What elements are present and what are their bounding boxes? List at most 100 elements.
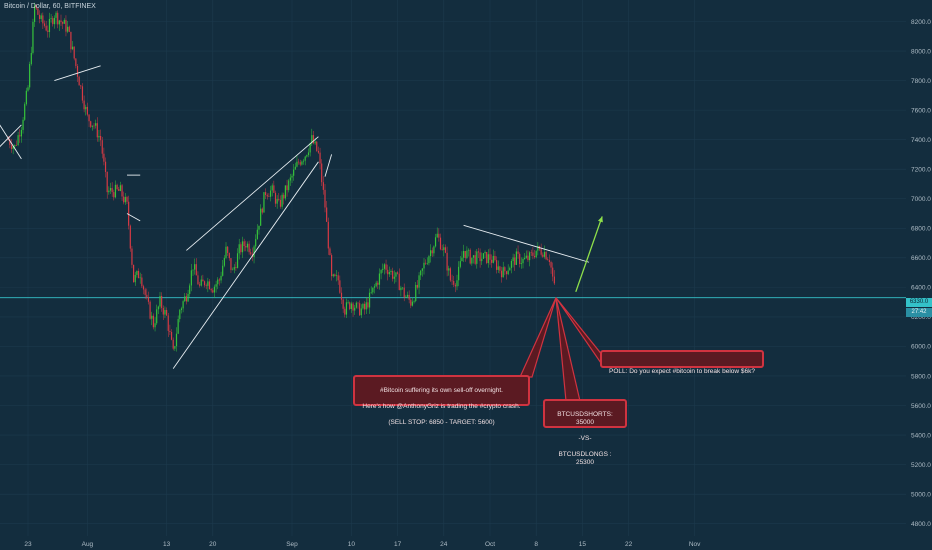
candle-body [401, 287, 404, 289]
candle-body [149, 301, 151, 319]
annotation-line: #Bitcoin suffering its own sell-off over… [380, 387, 503, 394]
candle-body [154, 323, 156, 328]
candle-body [68, 26, 70, 32]
candle-body [15, 144, 18, 146]
candle-body [324, 189, 326, 208]
y-tick-label: 6000.0 [911, 344, 931, 351]
candle-body [372, 287, 374, 293]
candle-body [350, 303, 352, 309]
candle-body [192, 269, 194, 271]
candle-body [342, 299, 344, 309]
candle-body [349, 302, 351, 309]
candle-body [354, 307, 356, 311]
candle-body [17, 135, 19, 146]
candle-body [321, 163, 323, 183]
candle-body [93, 125, 95, 127]
candle-body [139, 277, 141, 279]
candle-body [166, 309, 168, 316]
candle-body [497, 266, 499, 270]
candle-body [472, 255, 475, 258]
candle-body [50, 18, 52, 19]
candle-body [484, 252, 486, 254]
candle-body [291, 175, 293, 178]
bullish-arrow [575, 216, 603, 293]
x-tick-label: Sep [286, 541, 298, 548]
trendline [463, 224, 590, 263]
x-tick-label: Oct [485, 541, 495, 548]
candle-body [113, 192, 115, 198]
candle-body [434, 237, 437, 247]
y-tick-label: 6600.0 [911, 255, 931, 262]
candle-body [532, 252, 534, 256]
candle-body [179, 310, 181, 320]
candle-body [128, 201, 130, 226]
candle-body [190, 270, 192, 286]
annotation-bitcoin-selloff[interactable]: #Bitcoin suffering its own sell-off over… [353, 375, 530, 426]
candle-body [20, 129, 22, 137]
candle-body [543, 251, 546, 257]
candle-body [293, 169, 295, 176]
candle-body [425, 262, 427, 264]
candle-body [90, 121, 92, 127]
trendline [54, 65, 101, 82]
annotation-poll[interactable]: POLL: Do you expect #bitcoin to break be… [600, 350, 764, 375]
candle-body [14, 144, 16, 147]
candle-body [133, 264, 135, 283]
candle-body [453, 280, 455, 285]
candle-body [467, 249, 470, 251]
candle-body [131, 248, 133, 265]
candle-body [71, 46, 74, 50]
x-tick-label: 20 [209, 541, 217, 548]
candle-body [499, 266, 501, 271]
candle-body [276, 198, 278, 204]
candle-body [227, 246, 229, 253]
y-tick-label: 8000.0 [911, 48, 931, 55]
candle-body [359, 303, 361, 316]
candle-body [38, 14, 41, 19]
y-tick-label: 5800.0 [911, 373, 931, 380]
candle-body [408, 294, 410, 300]
candle-body [527, 255, 529, 261]
candle-body [169, 330, 171, 332]
candle-body [152, 315, 154, 328]
candle-body [550, 261, 552, 268]
candle-body [55, 12, 57, 18]
candle-body [439, 237, 442, 250]
candle-body [383, 264, 385, 269]
candle-body [306, 155, 308, 157]
candle-body [533, 255, 536, 258]
candle-body [177, 319, 179, 334]
y-tick-label: 7400.0 [911, 137, 931, 144]
candle-body [70, 31, 72, 50]
candle-body [515, 251, 517, 265]
candle-body [228, 252, 230, 259]
candle-body [535, 250, 537, 258]
candle-body [85, 106, 87, 110]
candle-body [10, 144, 13, 149]
candle-body [507, 270, 509, 275]
candle-body [463, 250, 465, 258]
candle-body [322, 182, 324, 190]
candle-body [144, 289, 146, 295]
candle-body [232, 269, 234, 271]
candle-body [426, 263, 428, 264]
candle-body [261, 208, 263, 213]
callout-pointer [519, 297, 557, 378]
candle-body [296, 161, 298, 167]
annotation-shorts-vs-longs[interactable]: BTCUSDSHORTS: 35000 -VS- BTCUSDLONGS : 2… [543, 399, 627, 466]
candle-body [47, 30, 49, 32]
annotation-line: -VS- [578, 435, 592, 442]
candle-body [474, 255, 476, 264]
candle-body [365, 302, 367, 310]
candle-body [454, 284, 456, 287]
candle-body [258, 225, 260, 230]
candle-body [438, 233, 440, 238]
candle-body [141, 277, 143, 287]
trendline [126, 213, 141, 222]
candle-body [416, 284, 418, 288]
candle-body [174, 346, 176, 349]
candle-body [24, 104, 26, 120]
candle-body [241, 241, 244, 253]
candle-body [162, 308, 164, 315]
candle-body [182, 301, 184, 309]
